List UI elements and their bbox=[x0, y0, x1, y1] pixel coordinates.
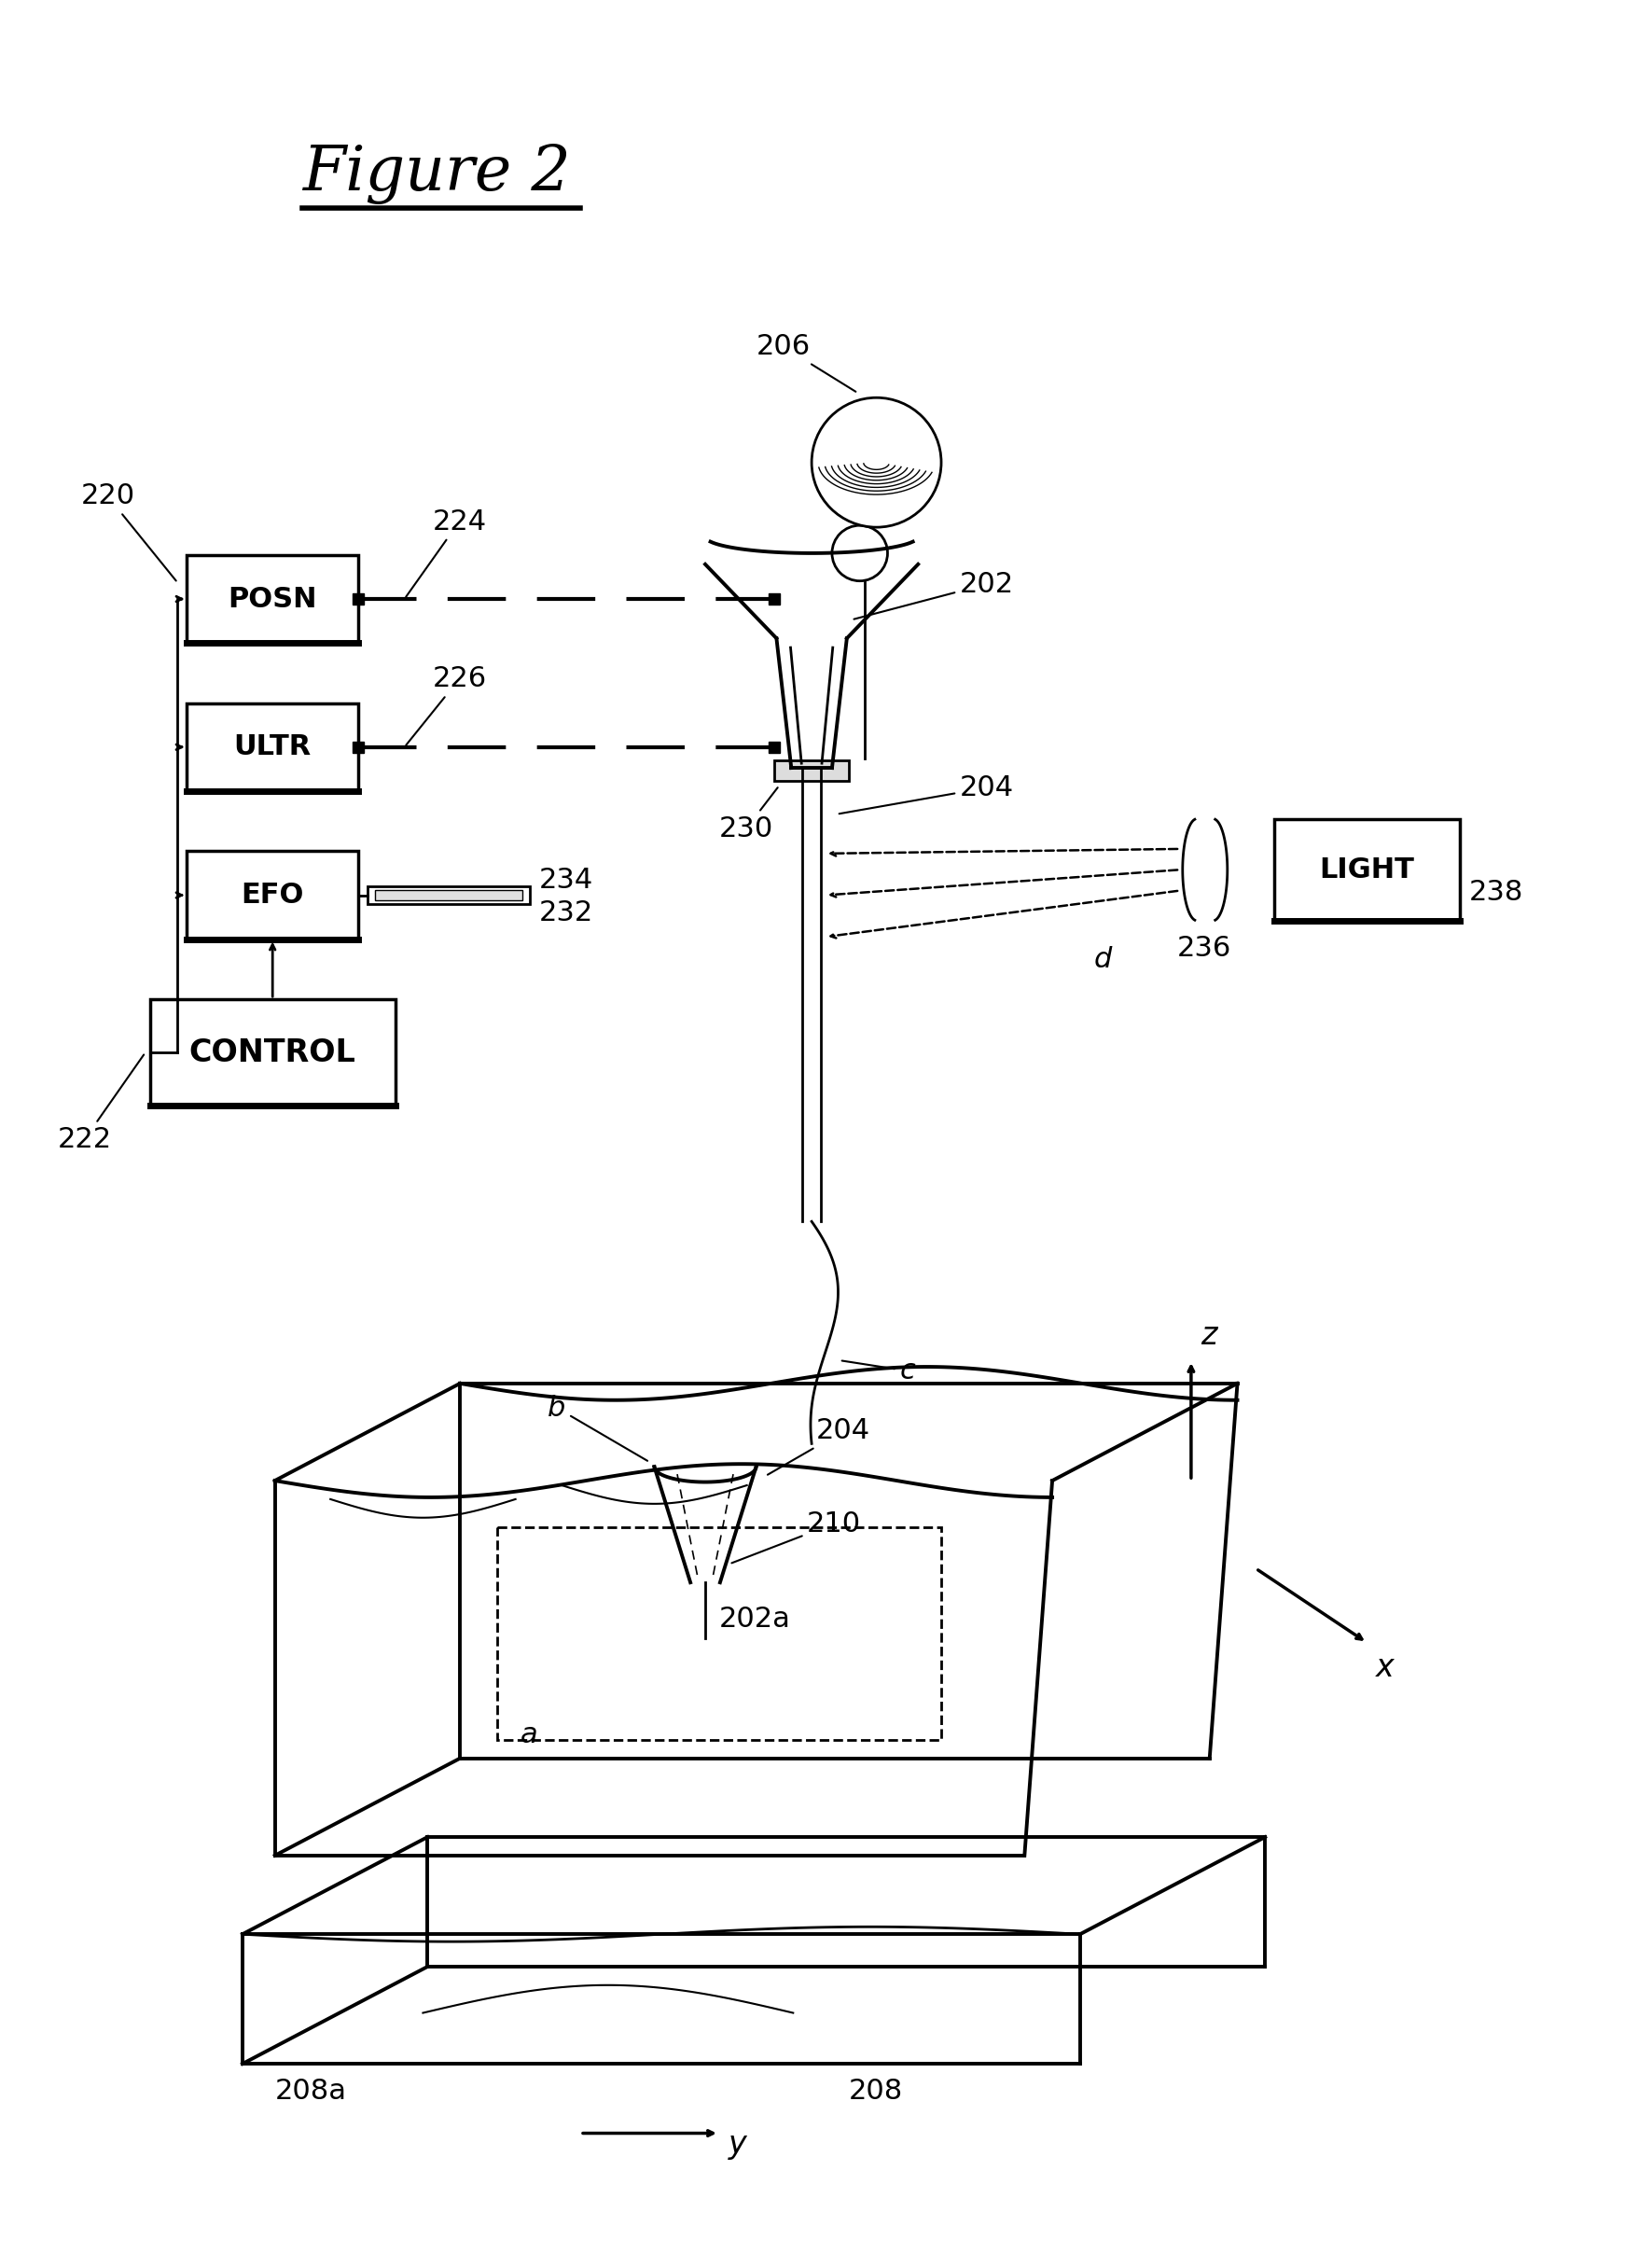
Bar bbox=[775, 760, 849, 780]
Bar bbox=[187, 850, 358, 939]
Circle shape bbox=[811, 397, 942, 526]
Text: Figure 2: Figure 2 bbox=[302, 143, 572, 204]
Text: 232: 232 bbox=[539, 900, 593, 928]
Bar bbox=[352, 594, 363, 606]
Text: 220: 220 bbox=[81, 483, 177, 581]
Text: 236: 236 bbox=[1178, 934, 1231, 962]
Text: 202: 202 bbox=[854, 572, 1014, 619]
Bar bbox=[770, 594, 780, 606]
Text: 226: 226 bbox=[406, 665, 486, 746]
Text: 230: 230 bbox=[719, 787, 778, 841]
Bar bbox=[770, 742, 780, 753]
Text: 238: 238 bbox=[1469, 880, 1523, 905]
Bar bbox=[187, 556, 358, 642]
Text: y: y bbox=[729, 2130, 747, 2159]
Text: 222: 222 bbox=[58, 1055, 144, 1152]
Text: EFO: EFO bbox=[241, 882, 304, 909]
Text: ULTR: ULTR bbox=[233, 733, 311, 760]
Bar bbox=[352, 742, 363, 753]
Text: 224: 224 bbox=[406, 508, 486, 596]
Bar bbox=[150, 1000, 395, 1107]
Text: a: a bbox=[520, 1721, 537, 1749]
Text: 234: 234 bbox=[539, 866, 593, 894]
Text: d: d bbox=[1094, 946, 1112, 973]
Text: 202a: 202a bbox=[719, 1606, 791, 1633]
Text: c: c bbox=[843, 1356, 915, 1383]
Bar bbox=[375, 889, 522, 900]
Text: 204: 204 bbox=[768, 1418, 871, 1474]
Text: 208a: 208a bbox=[274, 2077, 347, 2105]
Text: CONTROL: CONTROL bbox=[188, 1036, 355, 1068]
Text: z: z bbox=[1201, 1320, 1216, 1352]
Text: x: x bbox=[1376, 1651, 1394, 1683]
Text: b: b bbox=[548, 1395, 648, 1461]
Text: 206: 206 bbox=[757, 333, 856, 392]
Text: LIGHT: LIGHT bbox=[1320, 857, 1414, 882]
Text: 210: 210 bbox=[732, 1510, 861, 1563]
Bar bbox=[367, 887, 529, 905]
Text: POSN: POSN bbox=[228, 585, 317, 612]
Bar bbox=[1274, 819, 1459, 921]
Bar bbox=[497, 1526, 942, 1740]
Text: 208: 208 bbox=[849, 2077, 904, 2105]
Text: 204: 204 bbox=[839, 773, 1014, 814]
Bar bbox=[187, 703, 358, 792]
